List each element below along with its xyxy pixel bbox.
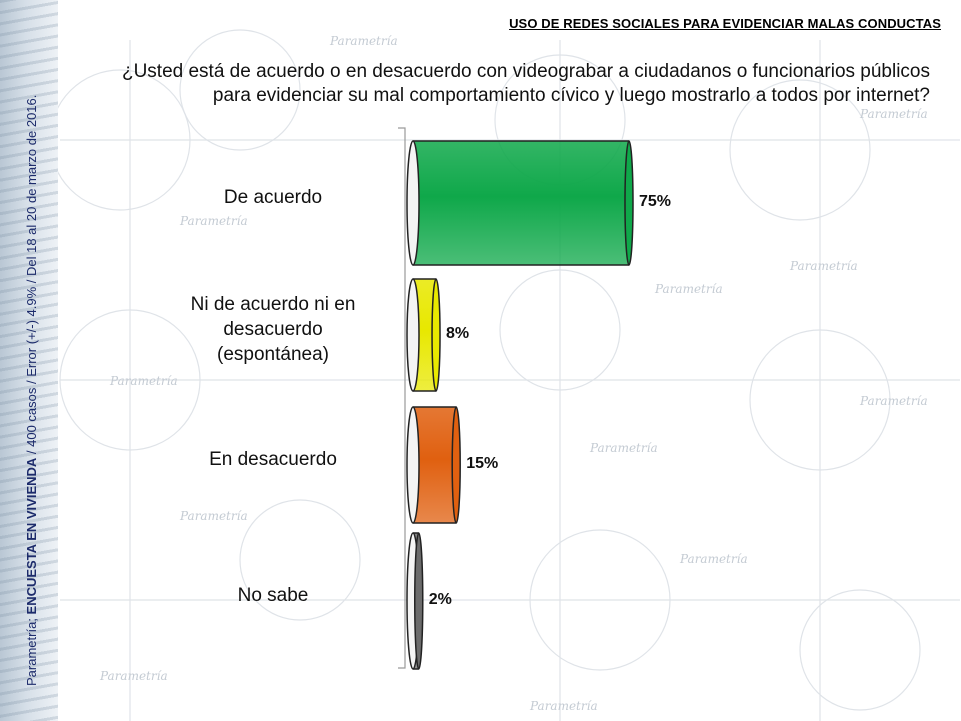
bar-cap-right: [451, 406, 461, 524]
value-label: 15%: [466, 455, 499, 472]
svg-text:Parametría: Parametría: [179, 509, 248, 523]
category-label: No sabe: [237, 584, 309, 606]
svg-text:Parametría: Parametría: [329, 34, 398, 48]
bar-cap-right: [414, 532, 424, 670]
value-label: 8%: [446, 325, 470, 342]
svg-text:Parametría: Parametría: [99, 669, 168, 683]
category-axis: [398, 127, 406, 669]
bar-outline: [413, 278, 437, 392]
bar-1: [406, 140, 634, 266]
bar-body: [413, 141, 629, 265]
question-text: ¿Usted está de acuerdo o en desacuerdo c…: [90, 60, 930, 108]
svg-text:Parametría: Parametría: [789, 259, 858, 273]
header-title: USO DE REDES SOCIALES PARA EVIDENCIAR MA…: [509, 16, 941, 31]
svg-text:Parametría: Parametría: [529, 699, 598, 713]
svg-text:Parametría: Parametría: [109, 374, 178, 388]
bar-cap-right: [624, 140, 634, 266]
bar-3: [406, 406, 461, 524]
bar-cap-left: [406, 278, 420, 392]
bar-cap-left: [406, 406, 420, 524]
svg-text:Parametría: Parametría: [859, 107, 928, 121]
value-label: 75%: [639, 193, 672, 210]
svg-text:Parametría: Parametría: [179, 214, 248, 228]
question-line-1: ¿Usted está de acuerdo o en desacuerdo c…: [121, 61, 930, 82]
bar-cap-left: [406, 140, 420, 266]
question-line-2: para evidenciar su mal comportamiento cí…: [212, 85, 930, 106]
svg-text:Parametría: Parametría: [679, 552, 748, 566]
category-label: De acuerdo: [223, 186, 323, 208]
category-label: Ni de acuerdo ni en desacuerdo (espontánea…: [190, 293, 356, 365]
svg-text:Parametría: Parametría: [589, 441, 658, 455]
svg-text:Parametría: Parametría: [859, 394, 928, 408]
svg-text:Parametría: Parametría: [654, 282, 723, 296]
category-label: En desacuerdo: [209, 448, 337, 470]
bar-outline: [413, 140, 629, 266]
left-decorative-strip: [0, 0, 58, 721]
bar-outline: [413, 406, 457, 524]
bar-4: [406, 532, 424, 670]
bar-2: [406, 278, 441, 392]
value-label: 2%: [428, 591, 452, 608]
bar-body: [413, 407, 457, 523]
bar-cap-right: [431, 278, 441, 392]
